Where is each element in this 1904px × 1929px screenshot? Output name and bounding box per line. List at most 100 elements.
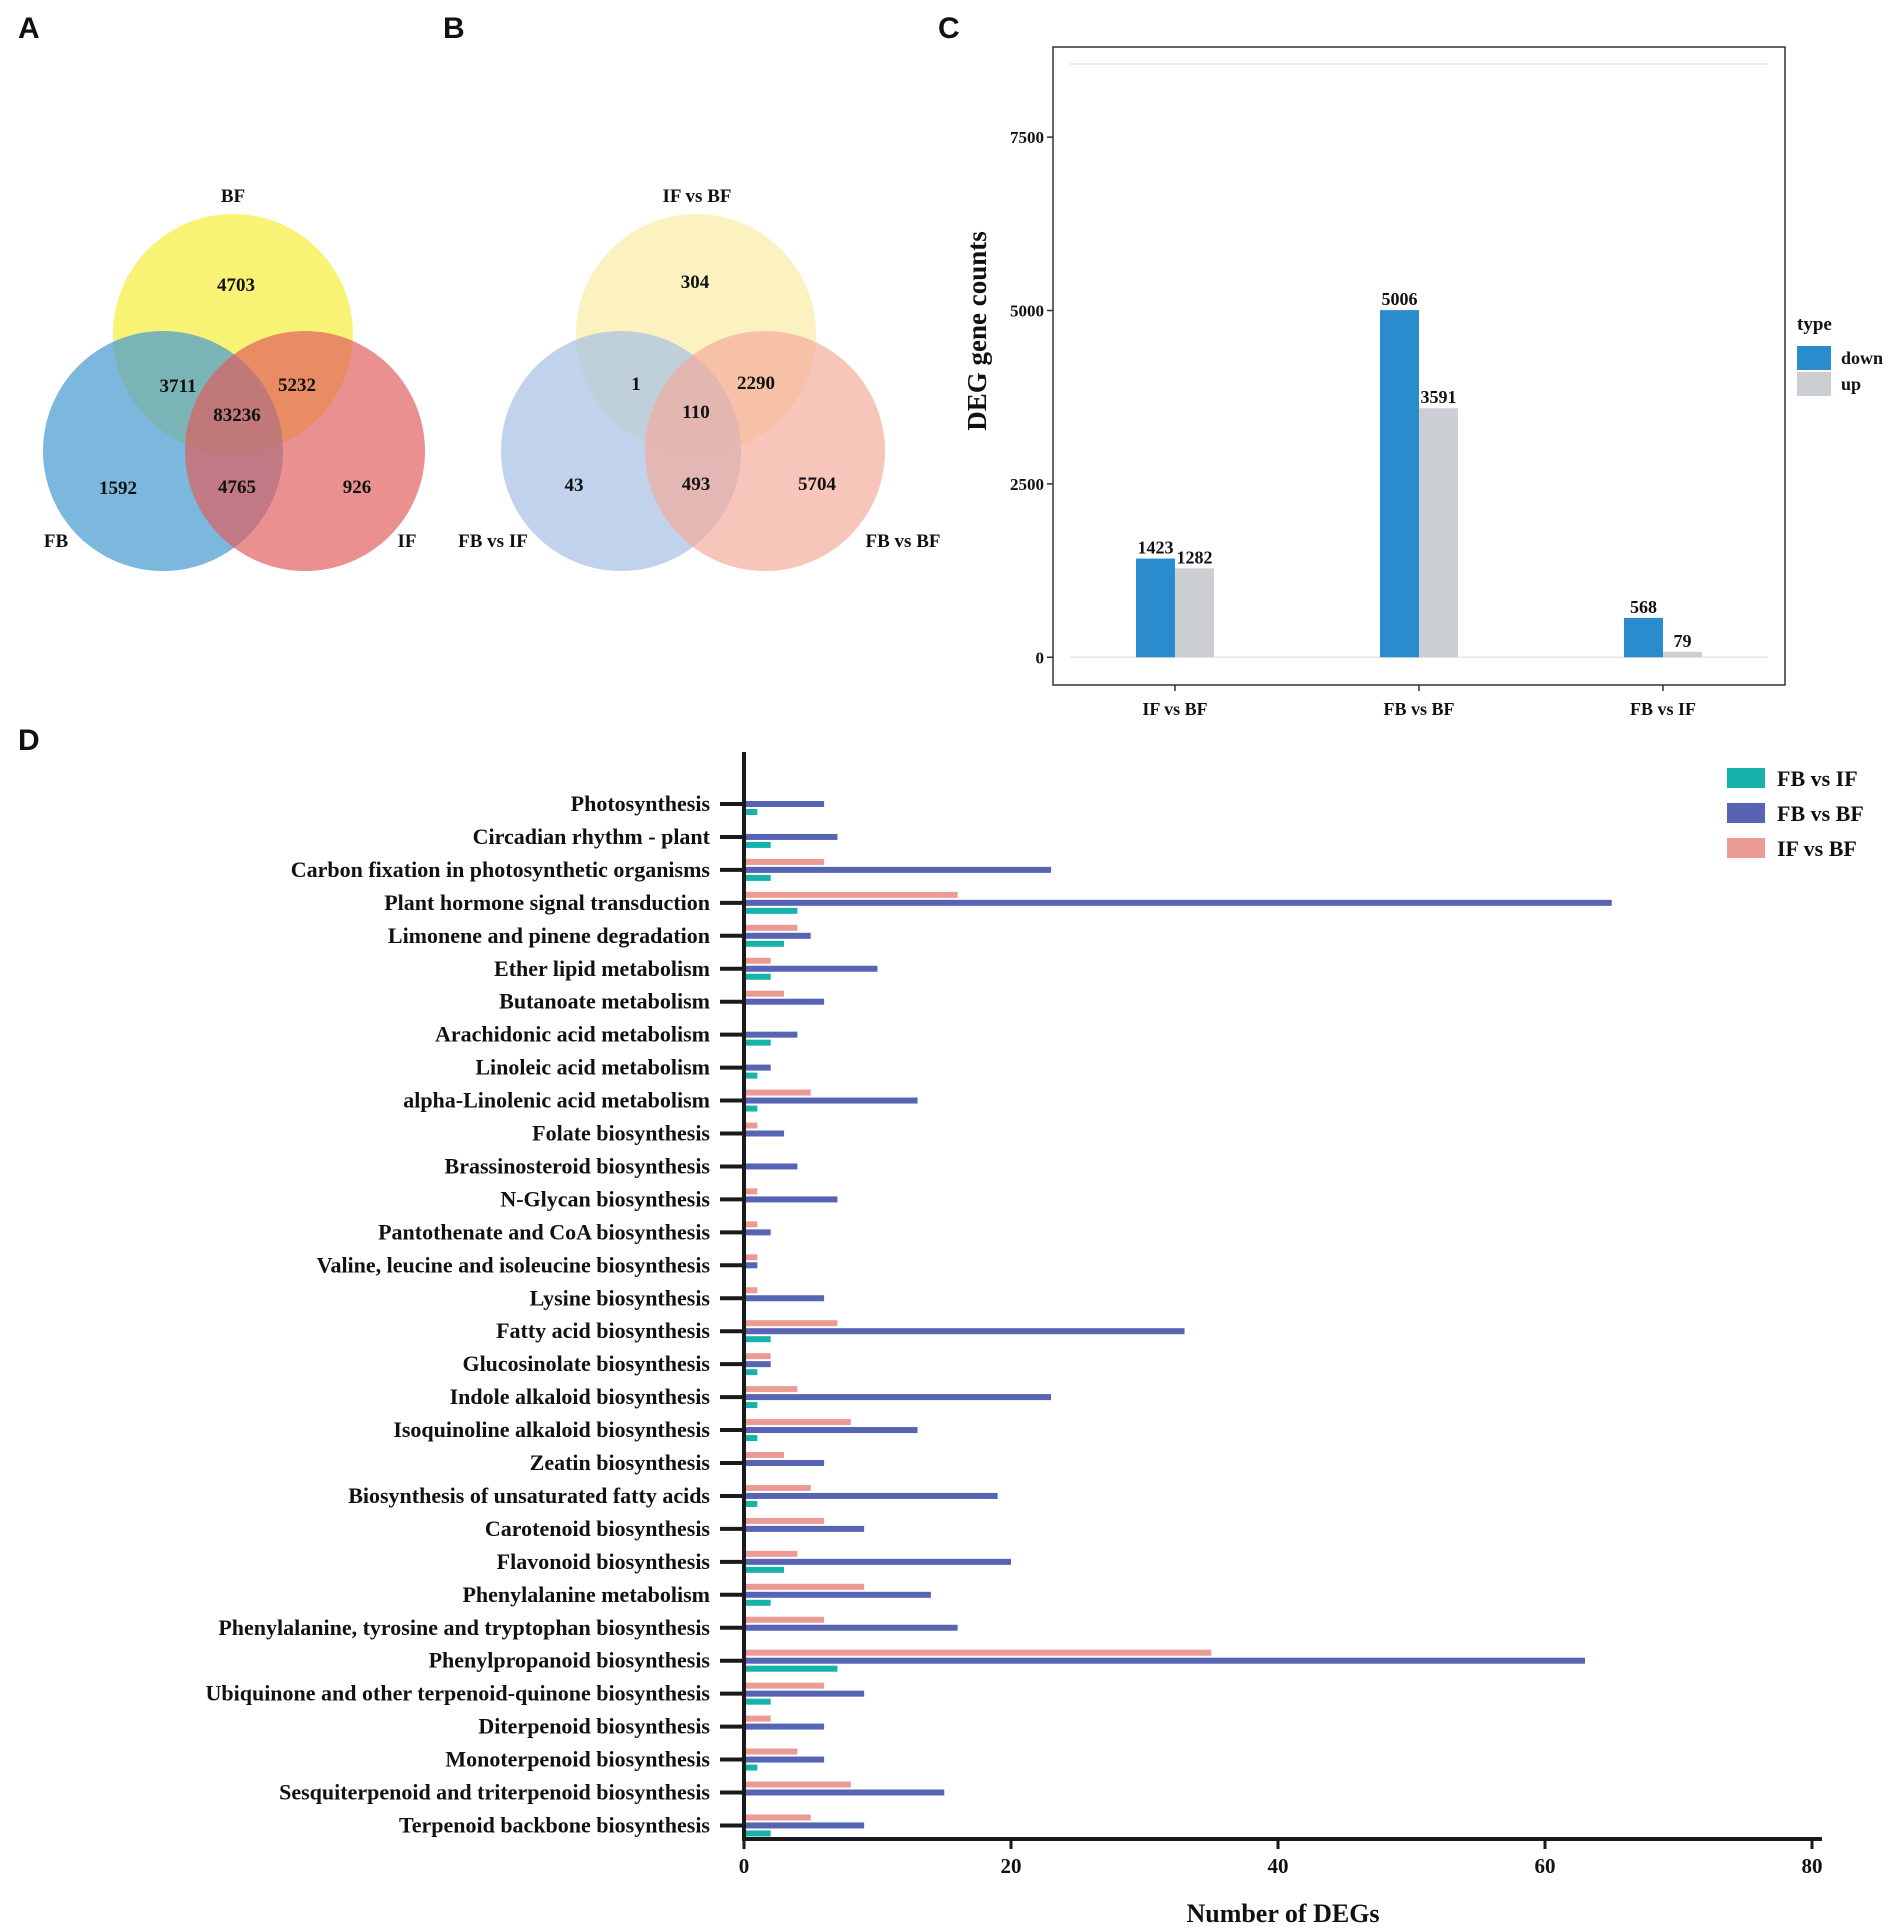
chart-d-category-label: Phenylalanine metabolism [462, 1582, 710, 1607]
venn-b-region-ifbf-only: 304 [681, 272, 710, 293]
chart-d-category-label: Fatty acid biosynthesis [496, 1318, 710, 1343]
chart-d-xtick-label: 60 [1535, 1854, 1556, 1878]
chart-d-category-label: Carbon fixation in photosynthetic organi… [291, 857, 711, 882]
chart-c-ytick-label: 2500 [1010, 475, 1044, 494]
chart-c-bar-up [1419, 408, 1458, 658]
chart-d-bar-if-vs-bf [744, 1452, 785, 1458]
chart-d-bar-fb-vs-bf [744, 1130, 785, 1137]
chart-d-category-label: Lysine biosynthesis [530, 1285, 711, 1310]
chart-c-bar-value-label: 79 [1674, 631, 1692, 651]
panel-label-a: A [18, 12, 40, 45]
chart-d-bar-fb-vs-bf [744, 1657, 1586, 1664]
chart-d-bar-fb-vs-bf [744, 1064, 771, 1071]
venn-b-region-fbbf-only: 5704 [798, 474, 837, 495]
chart-d-category-label: Valine, leucine and isoleucine biosynthe… [317, 1252, 711, 1277]
chart-d-category-label: Isoquinoline alkaloid biosynthesis [393, 1417, 710, 1442]
chart-d-bar-if-vs-bf [744, 1748, 798, 1755]
chart-c-xtick-label: FB vs BF [1383, 699, 1454, 719]
venn-diagram-b: IF vs BF FB vs IF FB vs BF 304 43 5704 1… [458, 186, 940, 571]
venn-b-region-fbif-fbbf: 493 [682, 474, 711, 495]
venn-a-region-fb-only: 1592 [99, 478, 137, 499]
chart-d-category-label: Ether lipid metabolism [494, 956, 710, 981]
chart-d-bar-if-vs-bf [744, 858, 825, 865]
chart-d-bar-if-vs-bf [744, 1484, 811, 1491]
chart-d-bar-fb-vs-bf [744, 1460, 825, 1466]
chart-c-legend-label-up: up [1841, 374, 1861, 394]
chart-d-bar-if-vs-bf [744, 1814, 811, 1821]
chart-c-bar-value-label: 568 [1630, 597, 1657, 617]
chart-d-bar-fb-vs-bf [744, 1690, 865, 1697]
chart-c-bar-value-label: 3591 [1421, 387, 1457, 407]
venn-a-circle-if [185, 331, 425, 571]
chart-d-bar-fb-vs-bf [744, 1196, 838, 1203]
chart-d-bar-if-vs-bf [744, 990, 785, 997]
chart-d-category-label: Flavonoid biosynthesis [497, 1549, 711, 1574]
chart-d-bar-fb-vs-if [744, 1039, 771, 1046]
chart-d-bar-fb-vs-if [744, 1665, 838, 1672]
chart-d-bar-if-vs-bf [744, 1386, 798, 1393]
chart-d-category-label: N-Glycan biosynthesis [500, 1186, 710, 1211]
venn-b-label-ifbf: IF vs BF [663, 186, 732, 207]
chart-d-bar-fb-vs-if [744, 1566, 785, 1573]
chart-d-bar-if-vs-bf [744, 891, 958, 898]
chart-c-ytick-label: 5000 [1010, 302, 1044, 321]
chart-d-bar-if-vs-bf [744, 1221, 758, 1228]
chart-d-category-label: Photosynthesis [571, 791, 711, 816]
venn-b-region-ifbf-fbbf: 2290 [737, 373, 775, 394]
chart-c-legend-swatch-up [1797, 372, 1831, 396]
chart-d-category-label: Zeatin biosynthesis [530, 1450, 711, 1475]
chart-d-bar-fb-vs-if [744, 907, 798, 914]
chart-d-bar-fb-vs-bf [744, 1624, 958, 1631]
venn-a-label-if: IF [398, 531, 417, 552]
chart-d-category-label: Butanoate metabolism [499, 989, 710, 1014]
chart-d-bar-fb-vs-if [744, 1698, 771, 1705]
chart-d-bar-fb-vs-bf [744, 998, 825, 1005]
chart-d-bar-fb-vs-if [744, 809, 758, 815]
venn-b-region-all: 110 [682, 402, 709, 423]
chart-d-bar-fb-vs-bf [744, 1723, 825, 1730]
chart-d-bar-if-vs-bf [744, 1715, 771, 1722]
chart-d-category-label: Monoterpenoid biosynthesis [445, 1747, 710, 1772]
chart-d-legend-swatch [1727, 803, 1765, 823]
chart-d-category-label: Phenylpropanoid biosynthesis [429, 1648, 711, 1673]
chart-c-legend-swatch-down [1797, 346, 1831, 370]
venn-a-label-bf: BF [221, 186, 245, 207]
chart-c-bar-down [1624, 617, 1663, 658]
deg-counts-bar-chart: 0 2500 5000 7500 IF vs BF 1423 1282 FB vs BF 500… [962, 46, 1883, 719]
chart-d-category-label: Limonene and pinene degradation [388, 923, 710, 948]
chart-c-xtick-label: IF vs BF [1142, 699, 1207, 719]
chart-d-bar-fb-vs-bf [744, 965, 878, 972]
chart-c-ytick-label: 0 [1036, 648, 1045, 667]
chart-d-bar-if-vs-bf [744, 1583, 865, 1590]
chart-d-bar-fb-vs-bf [744, 1229, 771, 1236]
chart-d-bar-if-vs-bf [744, 924, 798, 931]
chart-d-bar-fb-vs-if [744, 973, 771, 980]
chart-d-category-label: alpha-Linolenic acid metabolism [403, 1088, 710, 1113]
chart-d-legend-label: IF vs BF [1777, 836, 1857, 861]
chart-d-bar-fb-vs-bf [744, 1756, 825, 1763]
venn-a-region-all: 83236 [213, 405, 261, 426]
chart-d-bar-fb-vs-bf [744, 1591, 931, 1598]
chart-d-category-label: Brassinosteroid biosynthesis [445, 1153, 711, 1178]
chart-c-bar-value-label: 1282 [1177, 547, 1213, 567]
venn-a-region-bf-only: 4703 [217, 275, 255, 296]
chart-c-bar-up [1175, 568, 1214, 658]
chart-d-xtick-label: 80 [1802, 1854, 1823, 1878]
chart-d-bar-fb-vs-bf [744, 1031, 798, 1038]
chart-d-bar-fb-vs-if [744, 1500, 758, 1507]
venn-b-circle-fbbf [645, 331, 885, 571]
chart-d-bar-fb-vs-bf [744, 1394, 1052, 1401]
panel-label-c: C [938, 12, 960, 45]
chart-d-bar-fb-vs-bf [744, 1361, 771, 1368]
chart-d-legend-label: FB vs IF [1777, 766, 1858, 791]
chart-d-bar-fb-vs-bf [744, 1525, 865, 1532]
chart-d-bar-fb-vs-bf [744, 1328, 1185, 1335]
chart-d-bar-fb-vs-if [744, 1105, 758, 1112]
venn-a-region-bf-if: 5232 [278, 375, 316, 396]
chart-c-y-axis-title: DEG gene counts [962, 231, 992, 431]
venn-b-region-ifbf-fbif: 1 [631, 374, 641, 395]
chart-d-category-label: Sesquiterpenoid and triterpenoid biosynt… [279, 1780, 710, 1805]
chart-d-xtick-label: 0 [739, 1854, 750, 1878]
chart-d-category-label: Folate biosynthesis [532, 1121, 710, 1146]
